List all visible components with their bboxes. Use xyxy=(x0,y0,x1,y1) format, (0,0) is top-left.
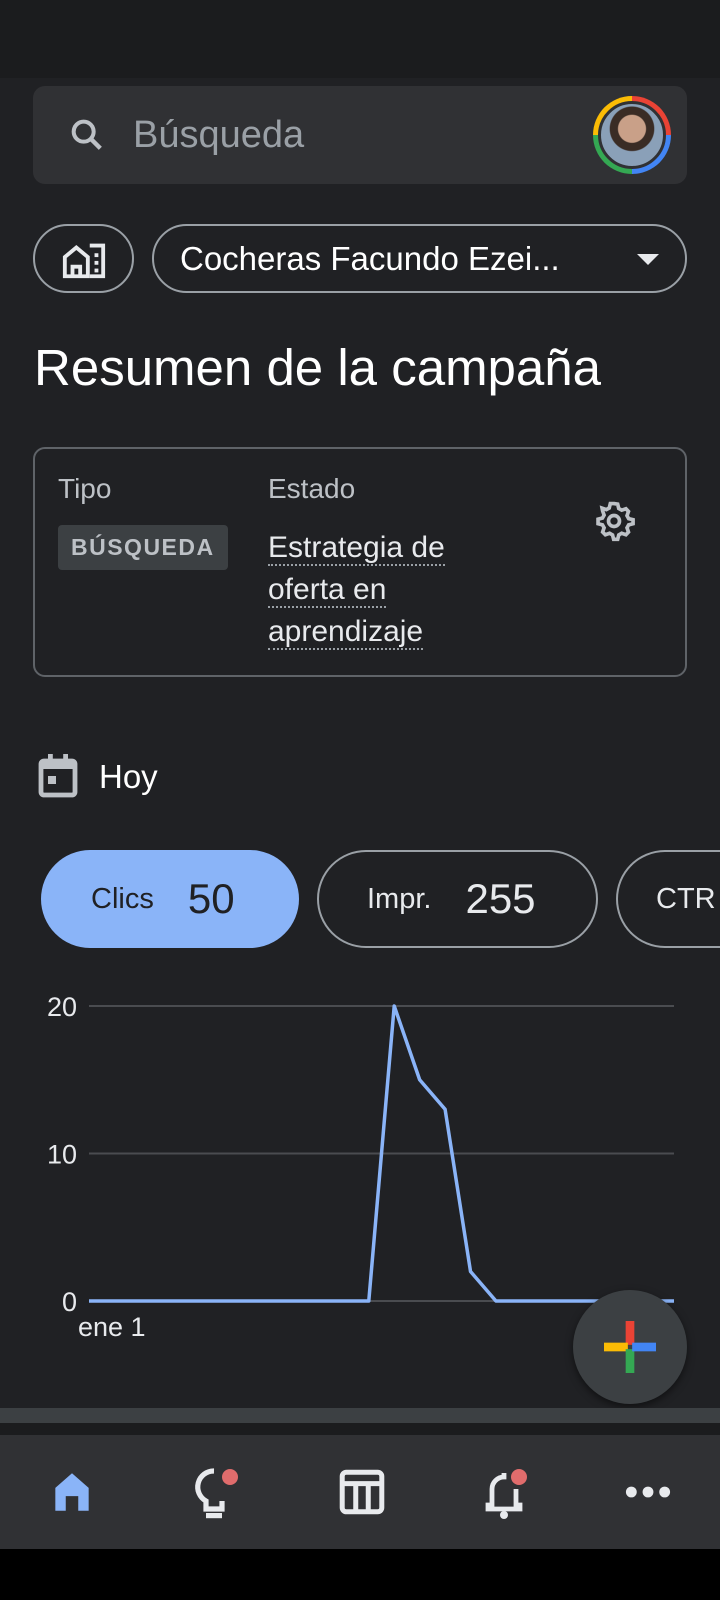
scroll-divider xyxy=(0,1408,720,1423)
estado-link[interactable]: Estrategia de oferta en aprendizaje xyxy=(268,531,445,650)
bottom-nav xyxy=(0,1435,720,1549)
y-tick-label: 10 xyxy=(47,1140,77,1170)
page-title: Resumen de la campaña xyxy=(34,339,602,396)
nav-item-recommendations[interactable] xyxy=(192,1467,242,1523)
chevron-down-icon xyxy=(637,253,659,265)
x-tick-label: ene 1 xyxy=(78,1312,146,1342)
bell-icon xyxy=(485,1473,523,1519)
home-icon[interactable] xyxy=(47,1467,97,1517)
calendar-icon[interactable] xyxy=(38,754,78,798)
tipo-label: Tipo xyxy=(58,473,112,504)
account-home-button[interactable] xyxy=(33,224,134,293)
notification-badge xyxy=(222,1469,238,1485)
gear-icon[interactable] xyxy=(592,499,636,543)
metric-value: 255 xyxy=(465,875,536,922)
system-nav-bar xyxy=(0,1549,720,1600)
y-tick-label: 0 xyxy=(62,1287,77,1317)
nav-item-notifications[interactable] xyxy=(482,1467,532,1523)
building-icon xyxy=(62,243,105,278)
metric-chip-impr[interactable]: Impr. 255 xyxy=(317,850,598,948)
date-range-label[interactable]: Hoy xyxy=(99,758,158,795)
metric-label: CTR xyxy=(656,882,716,915)
divider-gap xyxy=(0,1423,720,1435)
campaigns-table-icon[interactable] xyxy=(337,1467,387,1517)
search-bar[interactable]: Búsqueda xyxy=(33,86,687,184)
metric-chip-clics[interactable]: Clics 50 xyxy=(41,850,299,948)
clicks-chart: 0 10 20 ene 1 xyxy=(47,992,674,1342)
clicks-line xyxy=(89,1004,674,1303)
more-icon[interactable] xyxy=(623,1467,673,1517)
status-bar xyxy=(0,0,720,78)
metric-value: 50 xyxy=(187,875,235,922)
metric-label: Clics xyxy=(91,882,154,915)
plus-icon xyxy=(604,1321,656,1373)
metric-chip-ctr[interactable]: CTR xyxy=(616,850,720,948)
campaign-summary-card: Tipo BÚSQUEDA Estado Estrategia de ofert… xyxy=(33,447,687,677)
metric-label: Impr. xyxy=(367,882,432,915)
notification-badge xyxy=(511,1469,527,1485)
search-placeholder: Búsqueda xyxy=(133,113,305,156)
avatar[interactable] xyxy=(593,96,671,174)
y-tick-label: 20 xyxy=(47,992,77,1022)
fab-create-button[interactable] xyxy=(573,1290,687,1404)
estado-label: Estado xyxy=(268,473,356,504)
estado-value[interactable]: Estrategia de oferta en aprendizaje xyxy=(268,527,528,653)
lightbulb-icon xyxy=(195,1468,225,1519)
search-icon xyxy=(71,119,102,150)
account-selector[interactable]: Cocheras Facundo Ezei... xyxy=(152,224,687,293)
tipo-badge: BÚSQUEDA xyxy=(58,525,228,570)
account-name: Cocheras Facundo Ezei... xyxy=(180,239,560,277)
